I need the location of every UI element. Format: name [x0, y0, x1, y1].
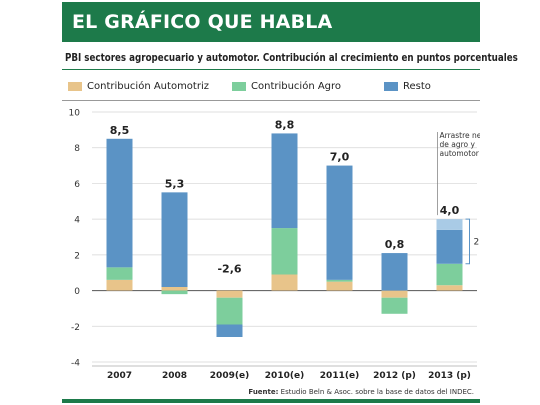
y-tick-label: 4: [74, 216, 80, 226]
x-tick-label: 2009(e): [210, 371, 249, 381]
bar-resto: [106, 138, 133, 268]
x-tick-label: 2013 (p): [428, 371, 471, 381]
source-text: Estudio Beln & Asoc. sobre la base de da…: [280, 388, 474, 396]
bar-agro: [326, 279, 353, 282]
y-tick-label: -4: [71, 359, 80, 369]
bar-automotriz: [106, 279, 133, 291]
bar-agro: [436, 263, 463, 286]
y-tick-label: 10: [69, 109, 81, 119]
bar-total-label: 5,3: [165, 177, 185, 190]
legend-label-automotriz: Contribución Automotriz: [87, 80, 209, 92]
bar-arrastre: [436, 219, 463, 230]
bar-resto: [326, 165, 353, 280]
x-tick-label: 2008: [162, 371, 187, 381]
annotation-text: de agro y: [440, 140, 476, 149]
bottom-bar: [62, 399, 480, 403]
y-tick-label: 6: [74, 180, 80, 190]
bar-total-label: 8,5: [110, 124, 130, 137]
y-tick-label: 0: [74, 287, 80, 297]
chart-title: PBI sectores agropecuario y automotor. C…: [65, 52, 518, 64]
legend-swatch-resto: [384, 81, 398, 91]
banner-title: EL GRÁFICO QUE HABLA: [72, 11, 333, 33]
bar-automotriz: [216, 290, 243, 298]
banner: EL GRÁFICO QUE HABLA: [62, 2, 480, 42]
annotation-bracket: [465, 218, 470, 265]
bar-resto: [381, 253, 408, 291]
x-tick-label: 2012 (p): [373, 371, 416, 381]
bar-chart: -4 -2 0 2 4 6 8 10 8,5 2007 5,3 2008 -2,6 2009(e) 8,8 2…: [69, 109, 481, 382]
chart-panel: EL GRÁFICO QUE HABLA PBI sectores agrope…: [62, 2, 518, 403]
bar-resto: [271, 133, 298, 229]
bar-total-label: 0,8: [385, 238, 405, 251]
legend-resto: Resto: [384, 79, 431, 93]
bar-resto: [161, 192, 188, 287]
bar-agro: [381, 297, 408, 314]
bar-automotriz: [326, 281, 353, 291]
bar-agro: [271, 228, 298, 275]
bar-resto: [436, 229, 463, 264]
legend-swatch-automotriz: [68, 81, 82, 91]
bar-total-label: 4,0: [440, 204, 460, 217]
y-tick-label: 8: [74, 144, 80, 154]
bar-total-label: 7,0: [330, 151, 350, 164]
annotation-text: Arrastre neto: [440, 131, 481, 140]
bar-resto: [216, 324, 243, 337]
y-tick-label: -2: [71, 323, 80, 333]
source-note: Fuente: Estudio Beln & Asoc. sobre la ba…: [248, 388, 474, 396]
bar-total-label: -2,6: [217, 263, 241, 276]
bar-automotriz: [271, 274, 298, 291]
bar-agro: [216, 297, 243, 325]
bar-automotriz: [436, 285, 463, 291]
x-tick-label: 2007: [107, 371, 132, 381]
legend-divider: [62, 100, 480, 101]
annotation-bracket-label: 2,5: [474, 237, 481, 247]
annotation-text: automotor: [440, 149, 480, 158]
legend-label-resto: Resto: [403, 80, 431, 92]
legend-swatch-agro: [232, 81, 246, 91]
legend-label-agro: Contribución Agro: [251, 80, 342, 92]
y-tick-label: 2: [74, 251, 80, 261]
legend-agro: Contribución Agro: [232, 79, 341, 93]
x-tick-label: 2011(e): [320, 371, 359, 381]
bar-total-label: 8,8: [275, 118, 295, 131]
legend-automotriz: Contribución Automotriz: [68, 79, 209, 93]
bar-automotriz: [381, 290, 408, 298]
x-tick-label: 2010(e): [265, 371, 304, 381]
source-label: Fuente:: [248, 388, 279, 396]
title-divider: [62, 69, 480, 70]
bar-agro: [161, 290, 188, 295]
bar-agro: [106, 267, 133, 280]
bar-automotriz: [161, 287, 188, 291]
